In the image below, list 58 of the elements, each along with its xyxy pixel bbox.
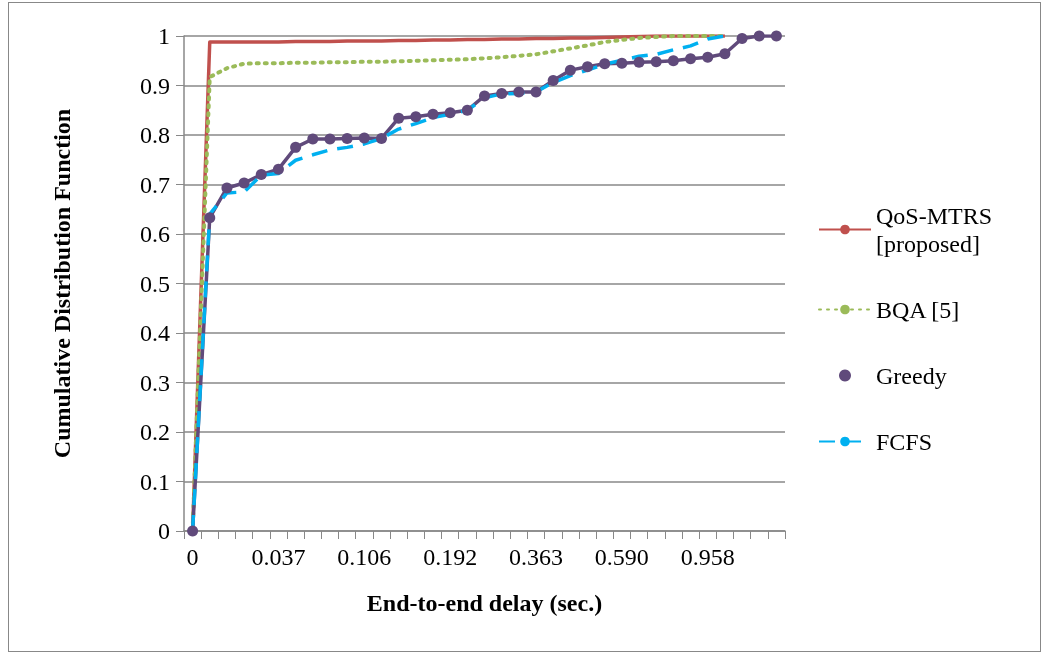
x-tick-label: 0.037 [251,544,306,570]
point [410,111,422,123]
point [444,107,456,119]
point [770,30,782,42]
y-tick-label: 0.9 [140,72,170,99]
point [685,53,697,65]
x-axis-title: End-to-end delay (sec.) [366,590,603,616]
y-tick-label: 0.6 [140,221,170,247]
y-tick-label: 0.4 [140,320,170,346]
legend-label: BQA [5] [876,296,960,323]
point [461,104,473,116]
point [272,163,284,175]
point [702,51,714,63]
point [221,182,233,194]
point [753,30,765,42]
legend-label: Greedy [876,362,947,389]
point [547,75,559,87]
point [204,212,216,224]
y-tick-label: 0.2 [140,419,170,445]
y-axis-title: Cumulative Distribution Function [49,108,75,459]
x-tick-label: 0 [186,544,199,570]
y-tick-label: 0.5 [140,270,170,297]
point [307,133,319,145]
point [616,57,628,69]
point [667,55,679,67]
y-tick-label: 0.8 [140,122,170,148]
y-tick-label: 0 [158,518,170,544]
point [479,90,490,102]
x-tick-label: 0.363 [509,544,564,570]
point [324,133,336,145]
point [736,32,748,44]
legend-label: QoS-MTRS [proposed] [876,202,999,257]
point [341,132,353,144]
point [393,112,405,124]
point [255,169,267,181]
point [530,86,542,98]
y-tick-label: 1 [158,23,170,49]
point [427,108,439,120]
x-tick-label: 0.106 [337,544,392,570]
x-tick-label: 0.958 [680,544,735,570]
point [238,177,250,189]
x-tick-label: 0.192 [423,544,478,570]
point [719,48,731,60]
point [564,64,576,76]
legend-label: FCFS [876,428,933,455]
point [633,56,645,68]
point [496,87,508,99]
x-tick-label: 0.590 [594,544,649,570]
point [599,58,611,70]
point [513,86,525,98]
point [375,132,387,144]
y-tick-label: 0.7 [140,171,170,198]
point [358,132,370,144]
y-tick-label: 0.1 [140,468,170,495]
point [582,61,594,73]
point [650,56,662,68]
point [290,141,302,153]
y-tick-label: 0.3 [140,369,170,396]
